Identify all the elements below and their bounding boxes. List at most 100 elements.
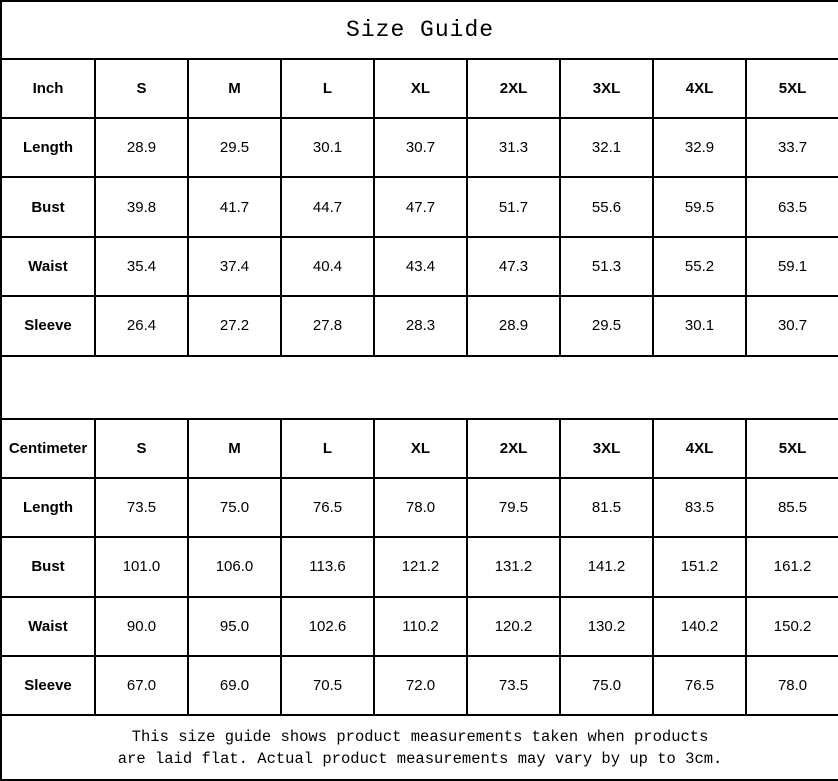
cell-value: 130.2 — [559, 595, 654, 657]
cell-value: 30.1 — [280, 116, 375, 179]
cell-value: 78.0 — [744, 654, 838, 717]
cell-value: 120.2 — [466, 595, 561, 657]
row-label-sleeve-cm: Sleeve — [0, 654, 96, 717]
table-row: Sleeve 67.0 69.0 70.5 72.0 73.5 75.0 76.… — [0, 654, 838, 717]
cell-value: 76.5 — [652, 654, 747, 717]
size-header-s: S — [94, 418, 189, 479]
table-row: Bust 101.0 106.0 113.6 121.2 131.2 141.2… — [0, 536, 838, 598]
cell-value: 75.0 — [559, 654, 654, 717]
cell-value: 28.9 — [466, 295, 561, 357]
cell-value: 110.2 — [373, 595, 468, 657]
row-label-sleeve-inch: Sleeve — [0, 295, 96, 357]
size-header-5xl: 5XL — [744, 418, 838, 479]
table-row: Waist 35.4 37.4 40.4 43.4 47.3 51.3 55.2… — [0, 235, 838, 298]
cell-value: 39.8 — [94, 176, 189, 238]
size-header-m: M — [187, 58, 282, 119]
cell-value: 44.7 — [280, 176, 375, 238]
cell-value: 55.2 — [652, 235, 747, 298]
size-header-5xl: 5XL — [744, 58, 838, 119]
table-row: Length 28.9 29.5 30.1 30.7 31.3 32.1 32.… — [0, 116, 838, 179]
size-header-l: L — [280, 58, 375, 119]
size-header-s: S — [94, 58, 189, 119]
table-row: Waist 90.0 95.0 102.6 110.2 120.2 130.2 … — [0, 595, 838, 657]
cell-value: 29.5 — [559, 295, 654, 357]
page-title: Size Guide — [0, 0, 838, 61]
row-label-waist-cm: Waist — [0, 595, 96, 657]
cell-value: 78.0 — [373, 476, 468, 539]
size-header-4xl: 4XL — [652, 58, 747, 119]
size-header-2xl: 2XL — [466, 58, 561, 119]
row-label-waist-inch: Waist — [0, 235, 96, 298]
cell-value: 76.5 — [280, 476, 375, 539]
cm-header-row: Centimeter S M L XL 2XL 3XL 4XL 5XL — [0, 418, 838, 479]
footer-note-line2: are laid flat. Actual product measuremen… — [117, 749, 723, 768]
cell-value: 121.2 — [373, 536, 468, 598]
cell-value: 81.5 — [559, 476, 654, 539]
cell-value: 73.5 — [94, 476, 189, 539]
table-row: Length 73.5 75.0 76.5 78.0 79.5 81.5 83.… — [0, 476, 838, 539]
cell-value: 30.1 — [652, 295, 747, 357]
cell-value: 32.1 — [559, 116, 654, 179]
footer-note: This size guide shows product measuremen… — [0, 714, 838, 781]
cell-value: 83.5 — [652, 476, 747, 539]
cell-value: 27.2 — [187, 295, 282, 357]
cell-value: 51.7 — [466, 176, 561, 238]
size-header-3xl: 3XL — [559, 418, 654, 479]
cm-unit-header: Centimeter — [0, 418, 96, 479]
cell-value: 141.2 — [559, 536, 654, 598]
cell-value: 90.0 — [94, 595, 189, 657]
cell-value: 41.7 — [187, 176, 282, 238]
cell-value: 32.9 — [652, 116, 747, 179]
cell-value: 26.4 — [94, 295, 189, 357]
cell-value: 161.2 — [744, 536, 838, 598]
cell-value: 47.7 — [373, 176, 468, 238]
cell-value: 37.4 — [187, 235, 282, 298]
cell-value: 95.0 — [187, 595, 282, 657]
inch-header-row: Inch S M L XL 2XL 3XL 4XL 5XL — [0, 58, 838, 119]
size-header-xl: XL — [373, 418, 468, 479]
cell-value: 35.4 — [94, 235, 189, 298]
cell-value: 72.0 — [373, 654, 468, 717]
cell-value: 33.7 — [744, 116, 838, 179]
size-header-xl: XL — [373, 58, 468, 119]
cell-value: 28.9 — [94, 116, 189, 179]
size-header-2xl: 2XL — [466, 418, 561, 479]
cell-value: 27.8 — [280, 295, 375, 357]
spacer-row — [0, 354, 838, 421]
cell-value: 75.0 — [187, 476, 282, 539]
cell-value: 55.6 — [559, 176, 654, 238]
cell-value: 30.7 — [744, 295, 838, 357]
cell-value: 67.0 — [94, 654, 189, 717]
cell-value: 73.5 — [466, 654, 561, 717]
inch-unit-header: Inch — [0, 58, 96, 119]
cell-value: 30.7 — [373, 116, 468, 179]
cell-value: 101.0 — [94, 536, 189, 598]
cell-value: 150.2 — [744, 595, 838, 657]
cell-value: 28.3 — [373, 295, 468, 357]
cell-value: 29.5 — [187, 116, 282, 179]
size-header-m: M — [187, 418, 282, 479]
cell-value: 79.5 — [466, 476, 561, 539]
table-row: Bust 39.8 41.7 44.7 47.7 51.7 55.6 59.5 … — [0, 176, 838, 238]
cell-value: 131.2 — [466, 536, 561, 598]
row-label-bust-cm: Bust — [0, 536, 96, 598]
cell-value: 43.4 — [373, 235, 468, 298]
row-label-length-cm: Length — [0, 476, 96, 539]
cell-value: 69.0 — [187, 654, 282, 717]
size-header-4xl: 4XL — [652, 418, 747, 479]
footer-note-line1: This size guide shows product measuremen… — [131, 727, 709, 746]
cell-value: 47.3 — [466, 235, 561, 298]
cell-value: 85.5 — [744, 476, 838, 539]
cell-value: 59.1 — [744, 235, 838, 298]
cell-value: 40.4 — [280, 235, 375, 298]
cell-value: 70.5 — [280, 654, 375, 717]
cell-value: 51.3 — [559, 235, 654, 298]
cell-value: 151.2 — [652, 536, 747, 598]
table-row: Sleeve 26.4 27.2 27.8 28.3 28.9 29.5 30.… — [0, 295, 838, 357]
cell-value: 106.0 — [187, 536, 282, 598]
cell-value: 113.6 — [280, 536, 375, 598]
cell-value: 31.3 — [466, 116, 561, 179]
size-header-3xl: 3XL — [559, 58, 654, 119]
